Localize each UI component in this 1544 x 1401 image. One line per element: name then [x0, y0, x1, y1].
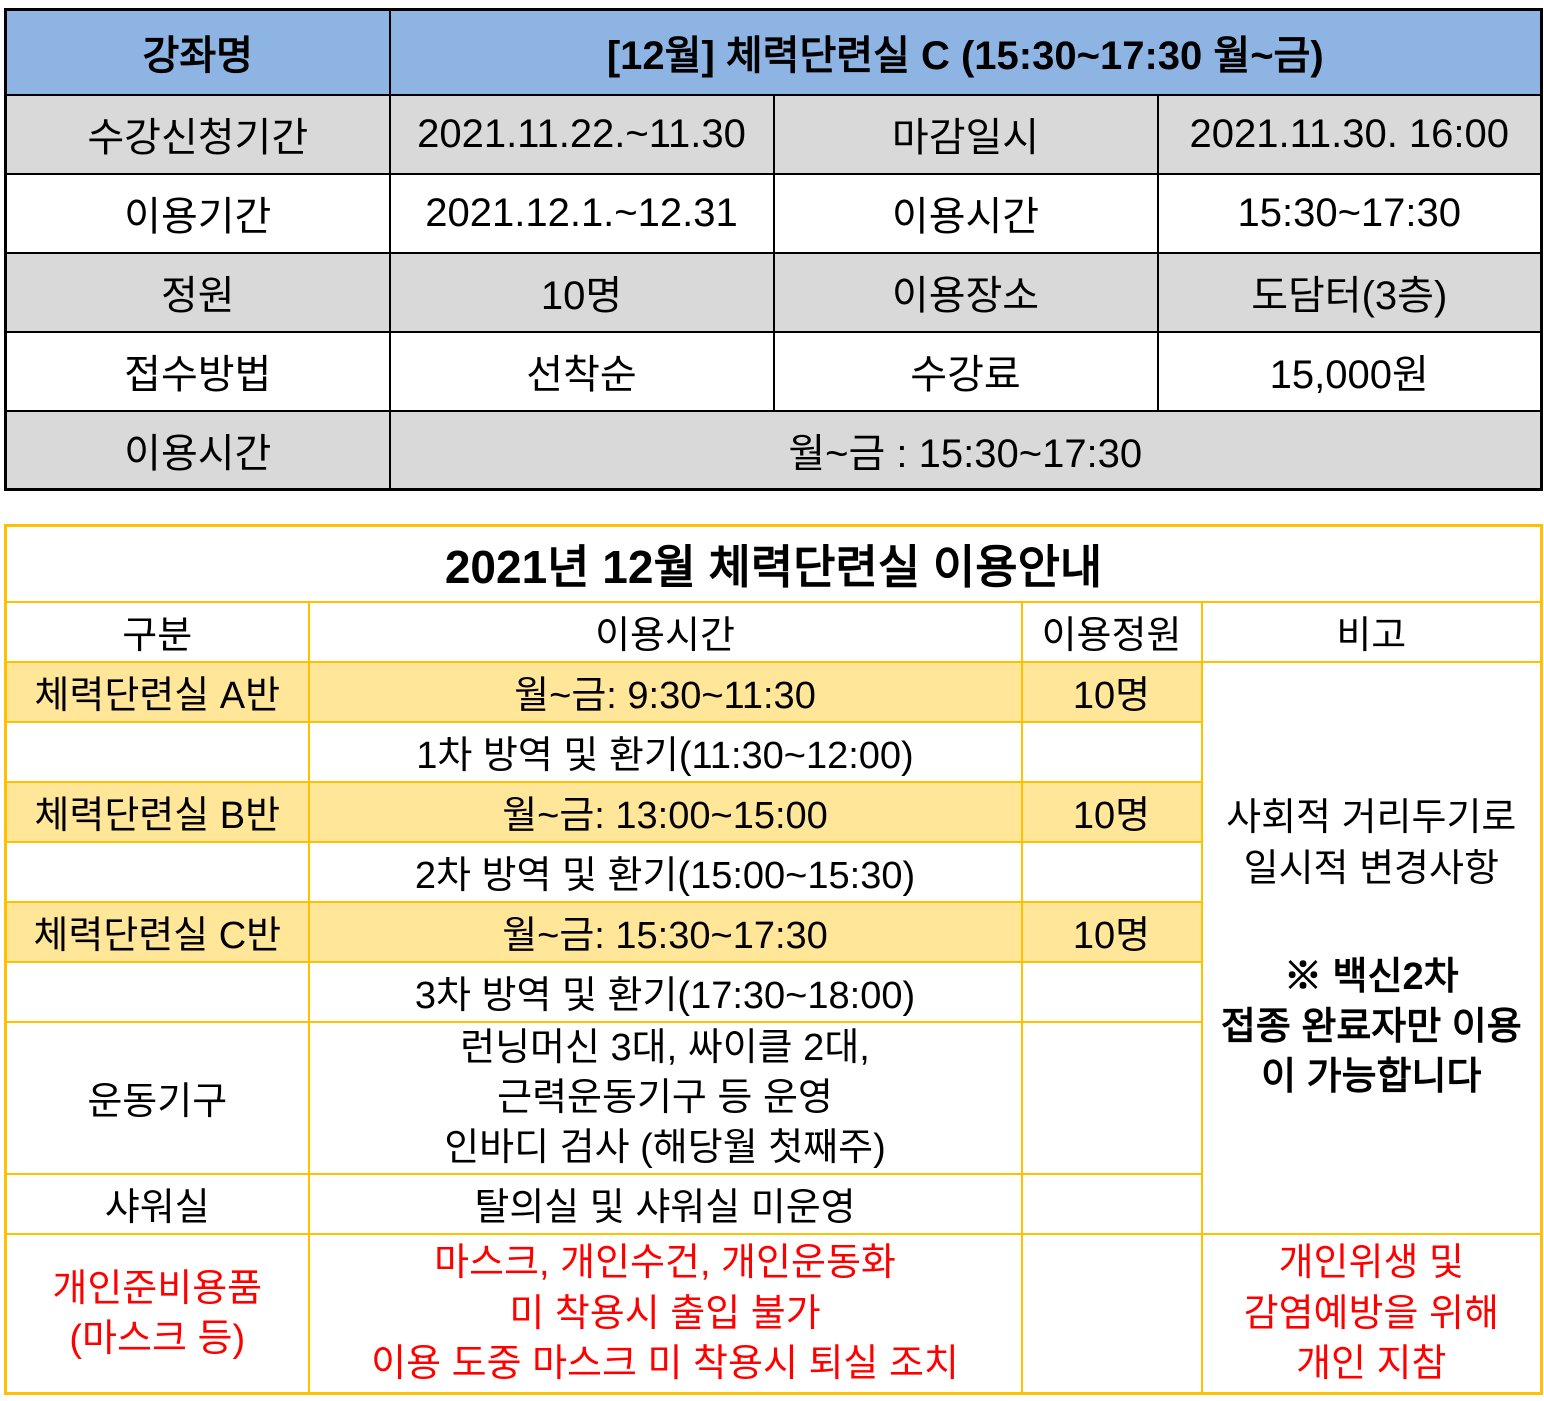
shower-details: 탈의실 및 샤워실 미운영	[307, 1172, 1023, 1235]
empty-cell	[1020, 1172, 1203, 1235]
reception-row: 접수방법 선착순 수강료 15,000원	[4, 330, 1543, 412]
sanitize-3-time: 3차 방역 및 환기(17:30~18:00)	[307, 960, 1023, 1023]
hygiene-note-line: 개인위생 및	[1278, 1242, 1464, 1285]
equipment-details: 런닝머신 3대, 싸이클 2대, 근력운동기구 등 운영 인바디 검사 (해당월…	[307, 1020, 1023, 1175]
supplies-category-line: (마스크 등)	[69, 1317, 246, 1360]
class-c-row: 체력단련실 C반 월~금: 15:30~17:30 10명	[4, 900, 1542, 963]
course-name-label: 강좌명	[4, 8, 391, 96]
registration-period-row: 수강신청기간 2021.11.22.~11.30 마감일시 2021.11.30…	[4, 93, 1543, 175]
capacity-row: 정원 10명 이용장소 도담터(3층)	[4, 251, 1543, 333]
deadline-label: 마감일시	[772, 93, 1159, 175]
usage-hours-label: 이용시간	[4, 409, 391, 491]
empty-cell	[4, 840, 310, 903]
empty-cell	[4, 720, 310, 783]
supplies-category: 개인준비용품 (마스크 등)	[4, 1232, 310, 1395]
supplies-row: 개인준비용품 (마스크 등) 마스크, 개인수건, 개인운동화 미 착용시 출입…	[4, 1232, 1543, 1395]
empty-cell	[1020, 720, 1203, 783]
header-note: 비고	[1200, 600, 1543, 663]
course-info-table: 강좌명 [12월] 체력단련실 C (15:30~17:30 월~금) 수강신청…	[4, 8, 1543, 491]
usage-time-value: 15:30~17:30	[1156, 172, 1543, 254]
note-line-bold: 접종 완료자만 이용	[1220, 1005, 1522, 1048]
hygiene-note-line: 개인 지참	[1296, 1342, 1447, 1385]
shower-category: 샤워실	[4, 1172, 310, 1235]
empty-cell	[1020, 840, 1203, 903]
guide-header-row: 구분 이용시간 이용정원 비고	[4, 600, 1543, 663]
sanitize-2-time: 2차 방역 및 환기(15:00~15:30)	[307, 840, 1023, 903]
class-b-category: 체력단련실 B반	[4, 780, 310, 843]
supplies-category-line: 개인준비용품	[52, 1267, 263, 1310]
equipment-row: 운동기구 런닝머신 3대, 싸이클 2대, 근력운동기구 등 운영 인바디 검사…	[4, 1020, 1542, 1175]
reception-method-value: 선착순	[388, 330, 775, 412]
shower-row: 샤워실 탈의실 및 샤워실 미운영	[4, 1172, 1542, 1235]
empty-cell	[1020, 1232, 1203, 1395]
usage-hours-value: 월~금 : 15:30~17:30	[388, 409, 1543, 491]
class-b-time: 월~금: 13:00~15:00	[307, 780, 1023, 843]
usage-period-label: 이용기간	[4, 172, 391, 254]
reception-method-label: 접수방법	[4, 330, 391, 412]
supplies-details: 마스크, 개인수건, 개인운동화 미 착용시 출입 불가 이용 도중 마스크 미…	[307, 1232, 1023, 1395]
class-c-capacity: 10명	[1020, 900, 1203, 963]
sanitize-2-row: 2차 방역 및 환기(15:00~15:30)	[4, 840, 1542, 903]
hygiene-note-line: 감염예방을 위해	[1243, 1292, 1499, 1335]
deadline-value: 2021.11.30. 16:00	[1156, 93, 1543, 175]
location-value: 도담터(3층)	[1156, 251, 1543, 333]
class-a-row: 체력단련실 A반 월~금: 9:30~11:30 10명 사회적 거리두기로 일…	[4, 660, 1543, 1235]
guide-title: 2021년 12월 체력단련실 이용안내	[4, 524, 1543, 603]
class-b-capacity: 10명	[1020, 780, 1203, 843]
supplies-line: 이용 도중 마스크 미 착용시 퇴실 조치	[371, 1342, 959, 1385]
note-line: 일시적 변경사항	[1243, 847, 1499, 890]
note-line: 사회적 거리두기로	[1226, 797, 1517, 840]
equipment-line: 인바디 검사 (해당월 첫째주)	[444, 1126, 886, 1169]
note-line-bold: 이 가능합니다	[1261, 1055, 1482, 1098]
equipment-line: 런닝머신 3대, 싸이클 2대,	[460, 1026, 870, 1069]
sanitize-1-time: 1차 방역 및 환기(11:30~12:00)	[307, 720, 1023, 783]
course-name-row: 강좌명 [12월] 체력단련실 C (15:30~17:30 월~금)	[4, 8, 1543, 96]
supplies-line: 마스크, 개인수건, 개인운동화	[434, 1242, 896, 1285]
capacity-value: 10명	[388, 251, 775, 333]
empty-cell	[4, 960, 310, 1023]
class-c-category: 체력단련실 C반	[4, 900, 310, 963]
equipment-category: 운동기구	[4, 1020, 310, 1175]
location-label: 이용장소	[772, 251, 1159, 333]
class-b-row: 체력단련실 B반 월~금: 13:00~15:00 10명	[4, 780, 1542, 843]
fee-value: 15,000원	[1156, 330, 1543, 412]
hygiene-note-cell: 개인위생 및 감염예방을 위해 개인 지참	[1200, 1232, 1543, 1395]
sanitize-3-row: 3차 방역 및 환기(17:30~18:00)	[4, 960, 1542, 1023]
usage-period-value: 2021.12.1.~12.31	[388, 172, 775, 254]
class-c-time: 월~금: 15:30~17:30	[307, 900, 1023, 963]
class-a-capacity: 10명	[1020, 660, 1203, 723]
registration-period-label: 수강신청기간	[4, 93, 391, 175]
sanitize-1-row: 1차 방역 및 환기(11:30~12:00)	[4, 720, 1542, 783]
equipment-line: 근력운동기구 등 운영	[497, 1076, 833, 1119]
fee-label: 수강료	[772, 330, 1159, 412]
empty-cell	[1020, 1020, 1203, 1175]
usage-time-label: 이용시간	[772, 172, 1159, 254]
class-a-category: 체력단련실 A반	[4, 660, 310, 723]
header-category: 구분	[4, 600, 310, 663]
capacity-label: 정원	[4, 251, 391, 333]
registration-period-value: 2021.11.22.~11.30	[388, 93, 775, 175]
note-line-bold: ※ 백신2차	[1283, 955, 1459, 998]
gym-guide-table: 2021년 12월 체력단련실 이용안내 구분 이용시간 이용정원 비고 체력단…	[4, 524, 1544, 1396]
course-name-value: [12월] 체력단련실 C (15:30~17:30 월~금)	[388, 8, 1543, 96]
usage-hours-row: 이용시간 월~금 : 15:30~17:30	[4, 409, 1543, 491]
supplies-line: 미 착용시 출입 불가	[509, 1292, 821, 1335]
empty-cell	[1020, 960, 1203, 1023]
merged-note-cell: 사회적 거리두기로 일시적 변경사항 ※ 백신2차 접종 완료자만 이용 이 가…	[1200, 660, 1543, 1235]
class-a-time: 월~금: 9:30~11:30	[307, 660, 1023, 723]
guide-title-row: 2021년 12월 체력단련실 이용안내	[4, 524, 1543, 603]
usage-period-row: 이용기간 2021.12.1.~12.31 이용시간 15:30~17:30	[4, 172, 1543, 254]
header-capacity: 이용정원	[1020, 600, 1203, 663]
header-time: 이용시간	[307, 600, 1023, 663]
